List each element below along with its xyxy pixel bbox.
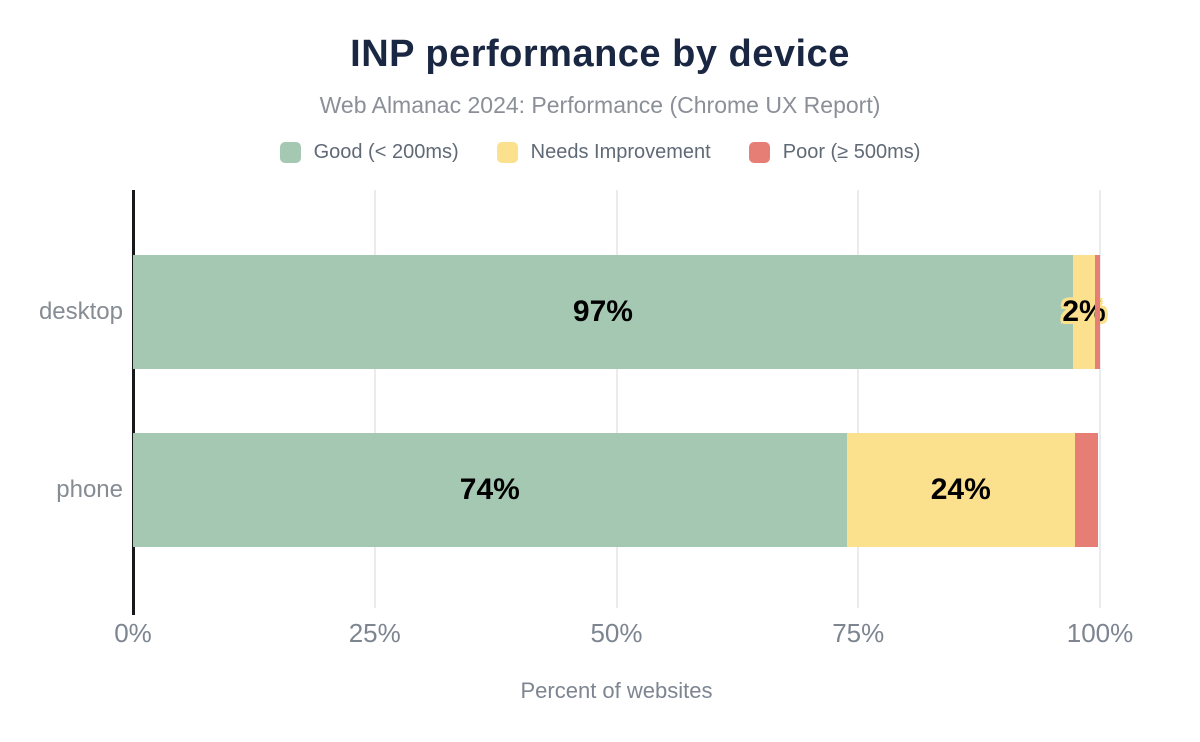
bar-row-desktop: 97% 2% <box>133 255 1106 369</box>
bar-segment-desktop-1: 2% <box>1062 255 1106 369</box>
legend-label: Needs Improvement <box>530 141 711 163</box>
x-axis-ticks: 0% 25% 50% 75% 100% <box>114 618 1133 650</box>
gridline-50 <box>615 190 618 608</box>
legend: Good (< 200ms) Needs Improvement Poor (≥ 5… <box>0 141 1200 164</box>
bar-segment-desktop-2 <box>1095 255 1100 369</box>
plot-area: 97% 2% 74% 24% <box>132 190 1106 615</box>
y-axis-label-phone: phone <box>56 476 123 503</box>
x-tick-label-75%: 75% <box>832 618 885 648</box>
bar-row-phone: 74% 24% <box>133 433 1100 547</box>
bar-segment-phone-0: 74% <box>133 433 847 547</box>
bar-value-label: 74% <box>459 473 520 506</box>
gridline-100 <box>1099 190 1101 608</box>
x-tick-label-25%: 25% <box>348 618 401 648</box>
bar-value-label: 24% <box>930 473 991 506</box>
y-axis-line <box>132 190 135 615</box>
x-tick-label-0%: 0% <box>114 618 152 648</box>
bar-segment-phone-1: 24% <box>846 433 1075 547</box>
legend-item-1: Needs Improvement <box>496 141 711 164</box>
gridline-25 <box>373 190 376 608</box>
x-tick-label-50%: 50% <box>590 618 643 648</box>
chart-subtitle: Web Almanac 2024: Performance (Chrome UX… <box>319 92 881 118</box>
legend-label: Poor (≥ 500ms) <box>782 141 921 163</box>
legend-swatch-icon <box>748 142 770 163</box>
chart-title: INP performance by device <box>350 33 850 75</box>
x-tick-label-100%: 100% <box>1066 618 1134 648</box>
legend-item-0: Good (< 200ms) <box>279 141 459 164</box>
bar-segment-phone-2 <box>1074 433 1099 547</box>
bar-segment-desktop-0: 97% <box>133 255 1073 369</box>
legend-swatch-icon <box>279 142 301 163</box>
legend-label: Good (< 200ms) <box>313 141 459 163</box>
legend-item-2: Poor (≥ 500ms) <box>748 141 921 164</box>
y-axis-labels: desktop phone <box>0 190 123 610</box>
bar-value-label: 97% <box>572 295 633 328</box>
y-axis-label-desktop: desktop <box>38 298 123 325</box>
legend-swatch-icon <box>496 142 518 163</box>
x-axis-title: Percent of websites <box>520 678 713 703</box>
gridline-75 <box>857 190 860 608</box>
